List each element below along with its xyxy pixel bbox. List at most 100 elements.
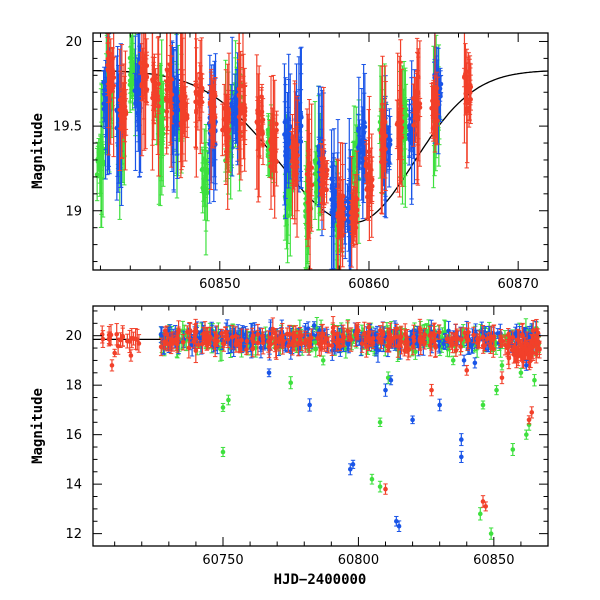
green-data-point — [202, 162, 207, 221]
green-data-point-marker — [99, 148, 104, 154]
red-data-point — [117, 70, 123, 130]
red-data-point-marker — [117, 97, 123, 103]
red-data-point-marker — [256, 131, 262, 136]
blue-data-point — [361, 64, 366, 204]
red-data-point-marker — [122, 98, 127, 104]
red-data-point-marker — [156, 81, 161, 87]
top-panel-data — [93, 33, 548, 270]
red-data-point — [164, 33, 170, 149]
red-data-point-marker — [164, 109, 170, 114]
blue-data-point — [298, 47, 303, 182]
red-data-point — [306, 170, 312, 217]
red-data-point-marker — [106, 69, 111, 74]
red-data-point — [321, 86, 327, 230]
red-data-point-marker — [155, 97, 161, 103]
red-data-point — [319, 168, 324, 213]
green-data-point — [99, 121, 104, 180]
red-data-point-marker — [292, 151, 298, 157]
red-data-point-marker — [269, 132, 275, 138]
red-data-point — [225, 96, 231, 147]
blue-data-point-marker — [357, 142, 362, 148]
green-data-point-marker — [127, 55, 133, 61]
red-data-point-marker — [270, 155, 275, 161]
red-data-point-marker — [123, 108, 128, 113]
red-data-point — [208, 68, 214, 123]
blue-data-point-marker — [287, 124, 293, 129]
red-data-point-marker — [341, 216, 347, 222]
blue-data-point-marker — [175, 121, 180, 127]
red-data-point — [242, 84, 248, 132]
red-data-point-marker — [178, 96, 184, 102]
red-data-point — [270, 128, 276, 154]
red-data-point — [341, 203, 347, 235]
red-data-point-marker — [274, 159, 279, 165]
blue-data-point — [386, 138, 392, 188]
red-data-point-marker — [223, 127, 229, 133]
blue-data-point-marker — [407, 123, 412, 128]
red-data-point — [289, 131, 294, 164]
green-data-point-marker — [158, 118, 164, 124]
red-data-point-marker — [165, 98, 170, 104]
blue-data-point-marker — [298, 112, 303, 117]
green-data-point-marker — [351, 157, 357, 163]
blue-data-point-marker — [361, 131, 366, 136]
red-data-point — [123, 50, 128, 171]
blue-data-point-marker — [386, 160, 392, 166]
green-data-point — [159, 39, 164, 182]
red-data-point — [212, 77, 218, 115]
blue-data-point — [283, 130, 289, 189]
red-data-point-marker — [238, 111, 244, 116]
green-data-point-marker — [202, 189, 207, 194]
red-data-point-marker — [225, 119, 231, 124]
red-data-point-marker — [184, 115, 190, 121]
green-data-point-marker — [95, 159, 101, 165]
blue-data-point-marker — [133, 100, 138, 106]
green-data-point-marker — [94, 172, 100, 177]
red-data-point-marker — [319, 188, 324, 194]
red-data-point-marker — [212, 93, 218, 99]
red-data-point — [324, 160, 330, 181]
blue-data-point-marker — [283, 157, 289, 162]
red-data-point — [142, 53, 148, 73]
red-data-point — [340, 178, 346, 215]
blue-data-point-marker — [104, 108, 109, 113]
red-data-point — [169, 79, 175, 110]
green-data-point — [127, 33, 133, 113]
red-data-point — [193, 38, 199, 150]
red-data-point-marker — [242, 105, 248, 111]
red-data-point-marker — [152, 94, 158, 100]
red-data-point — [119, 89, 125, 132]
red-data-point-marker — [291, 142, 297, 148]
red-data-point — [270, 143, 275, 173]
blue-data-point — [357, 119, 362, 171]
red-data-point-marker — [119, 108, 125, 113]
red-data-point — [199, 37, 204, 144]
green-data-point-marker — [101, 161, 107, 167]
blue-data-point — [345, 202, 351, 228]
red-data-point-marker — [321, 156, 327, 161]
red-data-point-marker — [294, 159, 300, 165]
red-data-point-marker — [142, 60, 148, 66]
blue-data-point-marker — [329, 197, 334, 202]
green-data-point-marker — [200, 166, 206, 172]
blue-data-point — [137, 45, 142, 178]
red-data-point-marker — [209, 116, 215, 121]
red-data-point-marker — [193, 91, 199, 97]
red-data-point-marker — [169, 111, 175, 116]
red-data-point-marker — [259, 110, 264, 116]
red-data-point — [110, 48, 115, 71]
red-data-point — [178, 89, 184, 108]
red-data-point-marker — [351, 221, 357, 227]
red-data-point-marker — [109, 76, 115, 82]
blue-data-point — [175, 69, 180, 179]
red-data-point-marker — [182, 104, 188, 109]
red-data-point-marker — [324, 167, 330, 173]
red-data-point — [109, 68, 115, 91]
red-data-point — [152, 87, 158, 107]
red-data-point-marker — [270, 139, 276, 144]
red-data-point — [184, 98, 190, 139]
red-data-point — [348, 199, 354, 226]
red-data-point-marker — [199, 88, 204, 93]
